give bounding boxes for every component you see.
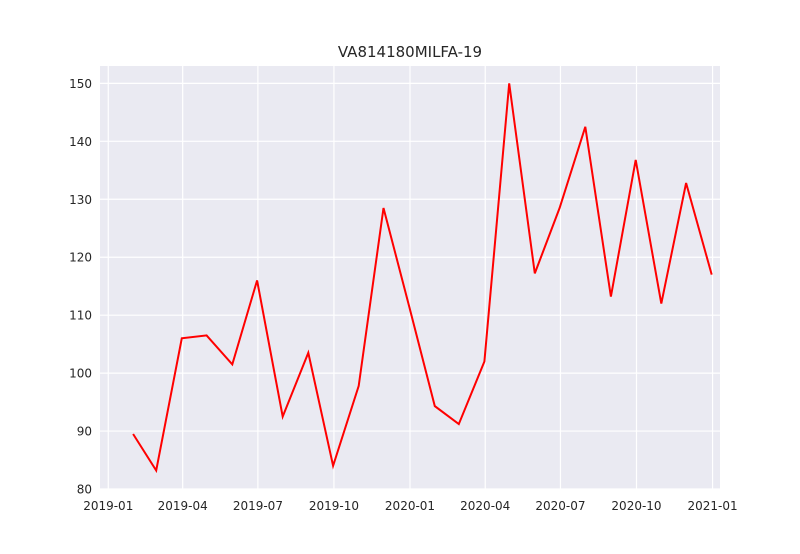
x-tick-label: 2020-07 xyxy=(535,499,585,513)
y-tick-label: 140 xyxy=(69,135,92,149)
x-axis-ticks: 2019-01 2019-04 2019-07 2019-10 2020-01 2020-… xyxy=(83,499,737,513)
y-axis-ticks: 80 90 100 110 120 130 140 150 xyxy=(69,77,92,497)
x-tick-label: 2020-04 xyxy=(460,499,510,513)
y-tick-label: 110 xyxy=(69,309,92,323)
chart-title: VA814180MILFA-19 xyxy=(338,43,482,61)
y-tick-label: 130 xyxy=(69,193,92,207)
series-lines xyxy=(132,83,713,474)
x-tick-label: 2019-01 xyxy=(83,499,133,513)
x-tick-label: 2019-10 xyxy=(309,499,359,513)
series-line xyxy=(132,83,713,474)
y-tick-label: 150 xyxy=(69,77,92,91)
y-tick-label: 80 xyxy=(77,483,92,497)
y-tick-label: 120 xyxy=(69,251,92,265)
x-tick-label: 2020-10 xyxy=(611,499,661,513)
x-tick-label: 2019-04 xyxy=(158,499,208,513)
y-tick-label: 100 xyxy=(69,367,92,381)
x-tick-label: 2019-07 xyxy=(233,499,283,513)
grid-lines xyxy=(100,66,720,490)
y-tick-label: 90 xyxy=(77,425,92,439)
x-tick-label: 2021-01 xyxy=(687,499,737,513)
x-tick-label: 2020-01 xyxy=(385,499,435,513)
